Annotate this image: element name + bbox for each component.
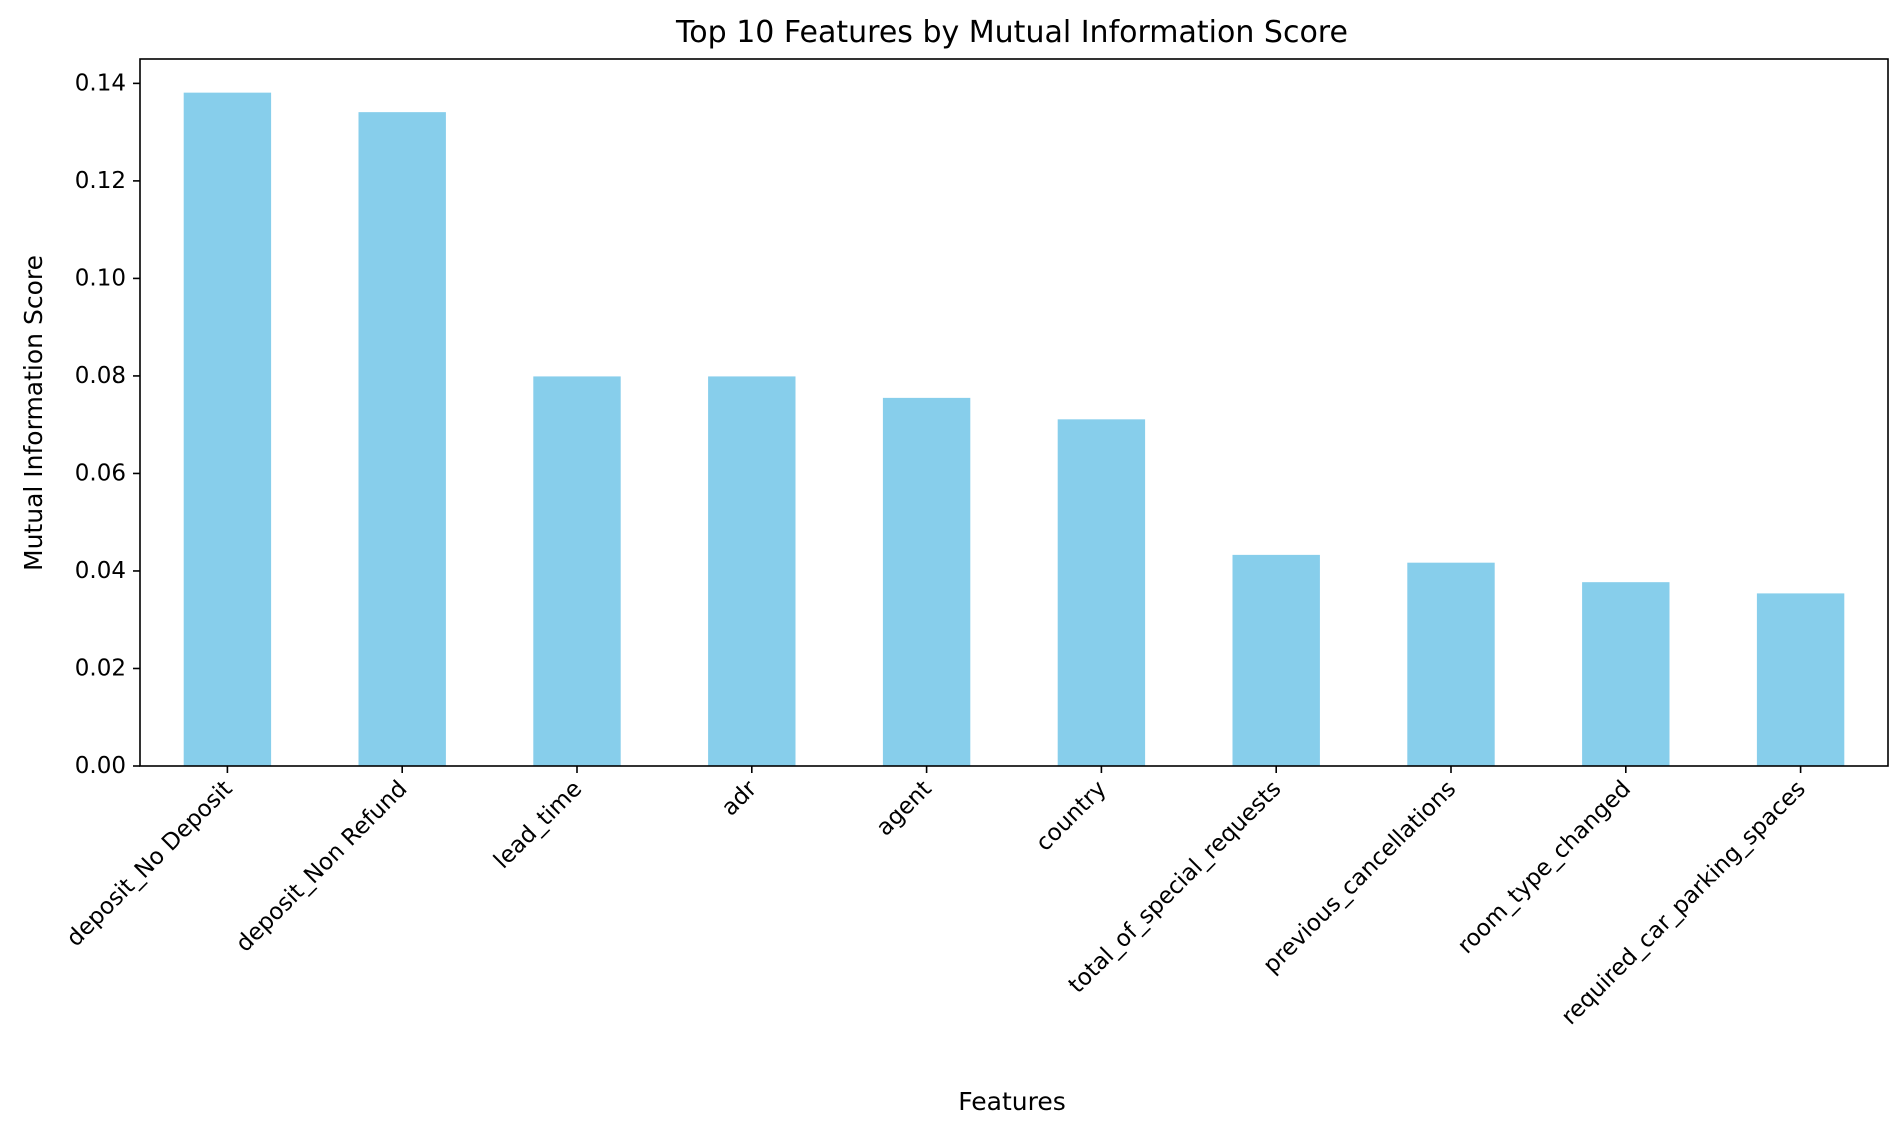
y-axis-label: Mutual Information Score [19, 255, 48, 571]
y-tick-label: 0.10 [75, 265, 126, 291]
x-tick-label: country [1031, 776, 1112, 857]
bar-country [1057, 419, 1146, 766]
bar-deposit-no-deposit [183, 92, 272, 767]
bars [183, 92, 1845, 767]
y-tick-label: 0.14 [75, 70, 126, 96]
y-tick-label: 0.08 [75, 363, 126, 389]
y-tick-label: 0.06 [75, 460, 126, 486]
y-tick-label: 0.00 [75, 753, 126, 779]
plot-frame [139, 58, 1889, 767]
x-tick-label: deposit_Non Refund [231, 776, 412, 957]
bar-adr [708, 376, 796, 766]
x-tick-label: total_of_special_requests [1064, 776, 1287, 999]
bar-total-of-special-requests [1232, 554, 1320, 766]
bar-previous-cancellations [1407, 562, 1495, 766]
x-tick-label: adr [717, 775, 763, 821]
x-axis-label: Features [958, 1087, 1066, 1116]
bar-lead-time [533, 376, 621, 766]
x-tick-label: previous_cancellations [1258, 776, 1461, 979]
y-axis: 0.00 0.02 0.04 0.06 0.08 0.10 0.12 0.14 [75, 70, 140, 779]
chart-title: Top 10 Features by Mutual Information Sc… [675, 15, 1348, 50]
bar-agent [882, 397, 971, 766]
y-tick-label: 0.04 [75, 558, 126, 584]
bar-deposit-non-refund [358, 112, 446, 766]
x-tick-label: lead_time [489, 776, 587, 874]
x-tick-label: room_type_changed [1453, 776, 1636, 959]
y-tick-label: 0.02 [75, 655, 126, 681]
bar-required-car-parking-spaces [1756, 593, 1845, 766]
bar-room-type-changed [1582, 582, 1670, 766]
y-tick-label: 0.12 [75, 168, 126, 194]
x-tick-label: deposit_No Deposit [62, 776, 238, 952]
x-tick-label: agent [871, 776, 936, 841]
